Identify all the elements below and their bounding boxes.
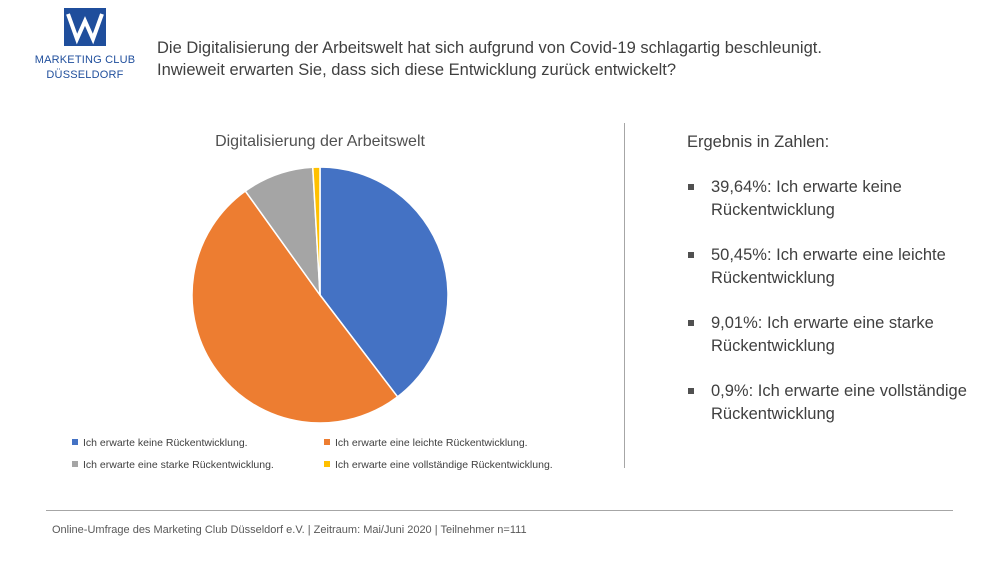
legend-label: Ich erwarte eine starke Rückentwicklung. xyxy=(83,459,274,471)
pie-slice-2 xyxy=(191,189,399,424)
results-item: 50,45%: Ich erwarte eine leichte Rückent… xyxy=(687,244,977,290)
legend-label: Ich erwarte eine vollständige Rückentwic… xyxy=(335,459,553,471)
results-item: 39,64%: Ich erwarte keine Rückentwicklun… xyxy=(687,176,977,222)
legend-swatch xyxy=(324,461,330,467)
square-bullet-icon xyxy=(688,388,694,394)
logo-text-line2: DÜSSELDORF xyxy=(46,69,124,81)
results-item-text: 39,64%: Ich erwarte keine Rückentwicklun… xyxy=(711,178,902,219)
question-header: Die Digitalisierung der Arbeitswelt hat … xyxy=(157,37,957,81)
legend-swatch xyxy=(324,439,330,445)
logo-mark-icon xyxy=(64,8,106,46)
square-bullet-icon xyxy=(688,184,694,190)
results-title: Ergebnis in Zahlen: xyxy=(687,133,830,151)
pie-slice-4 xyxy=(311,166,321,296)
legend-swatch xyxy=(72,461,78,467)
legend-label: Ich erwarte eine leichte Rückentwicklung… xyxy=(335,437,528,449)
legend-item: Ich erwarte eine starke Rückentwicklung. xyxy=(72,459,274,471)
results-item-text: 9,01%: Ich erwarte eine starke Rückentwi… xyxy=(711,314,934,355)
logo-text-line1: MARKETING CLUB xyxy=(34,54,136,66)
square-bullet-icon xyxy=(688,252,694,258)
results-list: 39,64%: Ich erwarte keine Rückentwicklun… xyxy=(687,176,977,448)
vertical-divider xyxy=(624,123,625,468)
footer-divider xyxy=(46,510,953,511)
pie-chart xyxy=(191,166,449,424)
pie-slice-1 xyxy=(319,166,449,398)
footer-source: Online-Umfrage des Marketing Club Düssel… xyxy=(52,524,527,536)
question-line-2: Inwieweit erwarten Sie, dass sich diese … xyxy=(157,61,677,79)
results-item-text: 0,9%: Ich erwarte eine vollständige Rück… xyxy=(711,382,967,423)
legend-label: Ich erwarte keine Rückentwicklung. xyxy=(83,437,248,449)
legend-swatch xyxy=(72,439,78,445)
question-line-1: Die Digitalisierung der Arbeitswelt hat … xyxy=(157,39,822,57)
square-bullet-icon xyxy=(688,320,694,326)
results-item: 0,9%: Ich erwarte eine vollständige Rück… xyxy=(687,380,977,426)
results-item-text: 50,45%: Ich erwarte eine leichte Rückent… xyxy=(711,246,946,287)
results-item: 9,01%: Ich erwarte eine starke Rückentwi… xyxy=(687,312,977,358)
chart-title: Digitalisierung der Arbeitswelt xyxy=(215,133,425,150)
legend-item: Ich erwarte eine vollständige Rückentwic… xyxy=(324,459,553,471)
legend-item: Ich erwarte keine Rückentwicklung. xyxy=(72,437,248,449)
legend-item: Ich erwarte eine leichte Rückentwicklung… xyxy=(324,437,528,449)
logo: MARKETING CLUB DÜSSELDORF xyxy=(30,8,140,83)
